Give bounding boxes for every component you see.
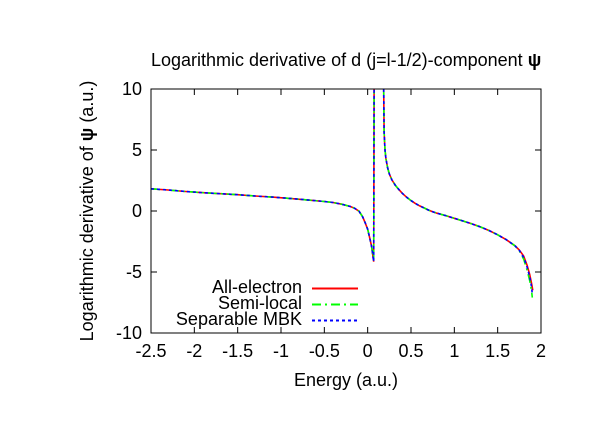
- chart-title-text: Logarithmic derivative of d (j=l-1/2)-co…: [151, 50, 528, 70]
- axis-ticks: -2.5 -2 -1.5 -1 -0.5 0 0.5 1 1.5 2 -10 -5 0 5 10: [116, 79, 546, 361]
- y-tick-label: -5: [126, 262, 142, 282]
- x-tick-label: 0: [363, 341, 373, 361]
- series-curve-semi-local: [151, 89, 375, 262]
- data-curves: [151, 89, 534, 298]
- series-curve-all-electron: [151, 89, 375, 262]
- y-axis-label: Logarithmic derivative of ψ (a.u.): [77, 76, 99, 346]
- y-tick-label: 10: [122, 79, 142, 99]
- psi-symbol: ψ: [77, 127, 97, 142]
- y-axis-label-text: Logarithmic derivative of: [77, 141, 97, 342]
- chart-title: Logarithmic derivative of d (j=l-1/2)-co…: [151, 50, 541, 71]
- series-curve-semi-local: [382, 89, 534, 298]
- x-tick-label: 2: [536, 341, 546, 361]
- x-axis-label: Energy (a.u.): [293, 370, 399, 390]
- legend-label: All-electron: [212, 277, 302, 297]
- plot-frame: [150, 88, 542, 334]
- x-tick-label: -0.5: [309, 341, 340, 361]
- x-tick-label: -2.5: [135, 341, 166, 361]
- series-curve-all-electron: [382, 89, 534, 291]
- y-tick-label: 5: [132, 140, 142, 160]
- series-curve-separable-mbk: [382, 89, 534, 295]
- legend-label: Semi-local: [218, 293, 302, 313]
- y-tick-label: 0: [132, 201, 142, 221]
- x-tick-label: -1: [273, 341, 289, 361]
- x-tick-label: 1.5: [485, 341, 510, 361]
- y-tick-label: -10: [116, 323, 142, 343]
- psi-symbol: ψ: [527, 50, 542, 70]
- x-tick-label: 1: [449, 341, 459, 361]
- x-tick-label: 0.5: [398, 341, 423, 361]
- legend-label: Separable MBK: [176, 309, 302, 329]
- x-tick-label: -1.5: [222, 341, 253, 361]
- y-axis-label-units: (a.u.): [77, 80, 97, 128]
- x-tick-label: -2: [186, 341, 202, 361]
- series-curve-separable-mbk: [151, 89, 375, 262]
